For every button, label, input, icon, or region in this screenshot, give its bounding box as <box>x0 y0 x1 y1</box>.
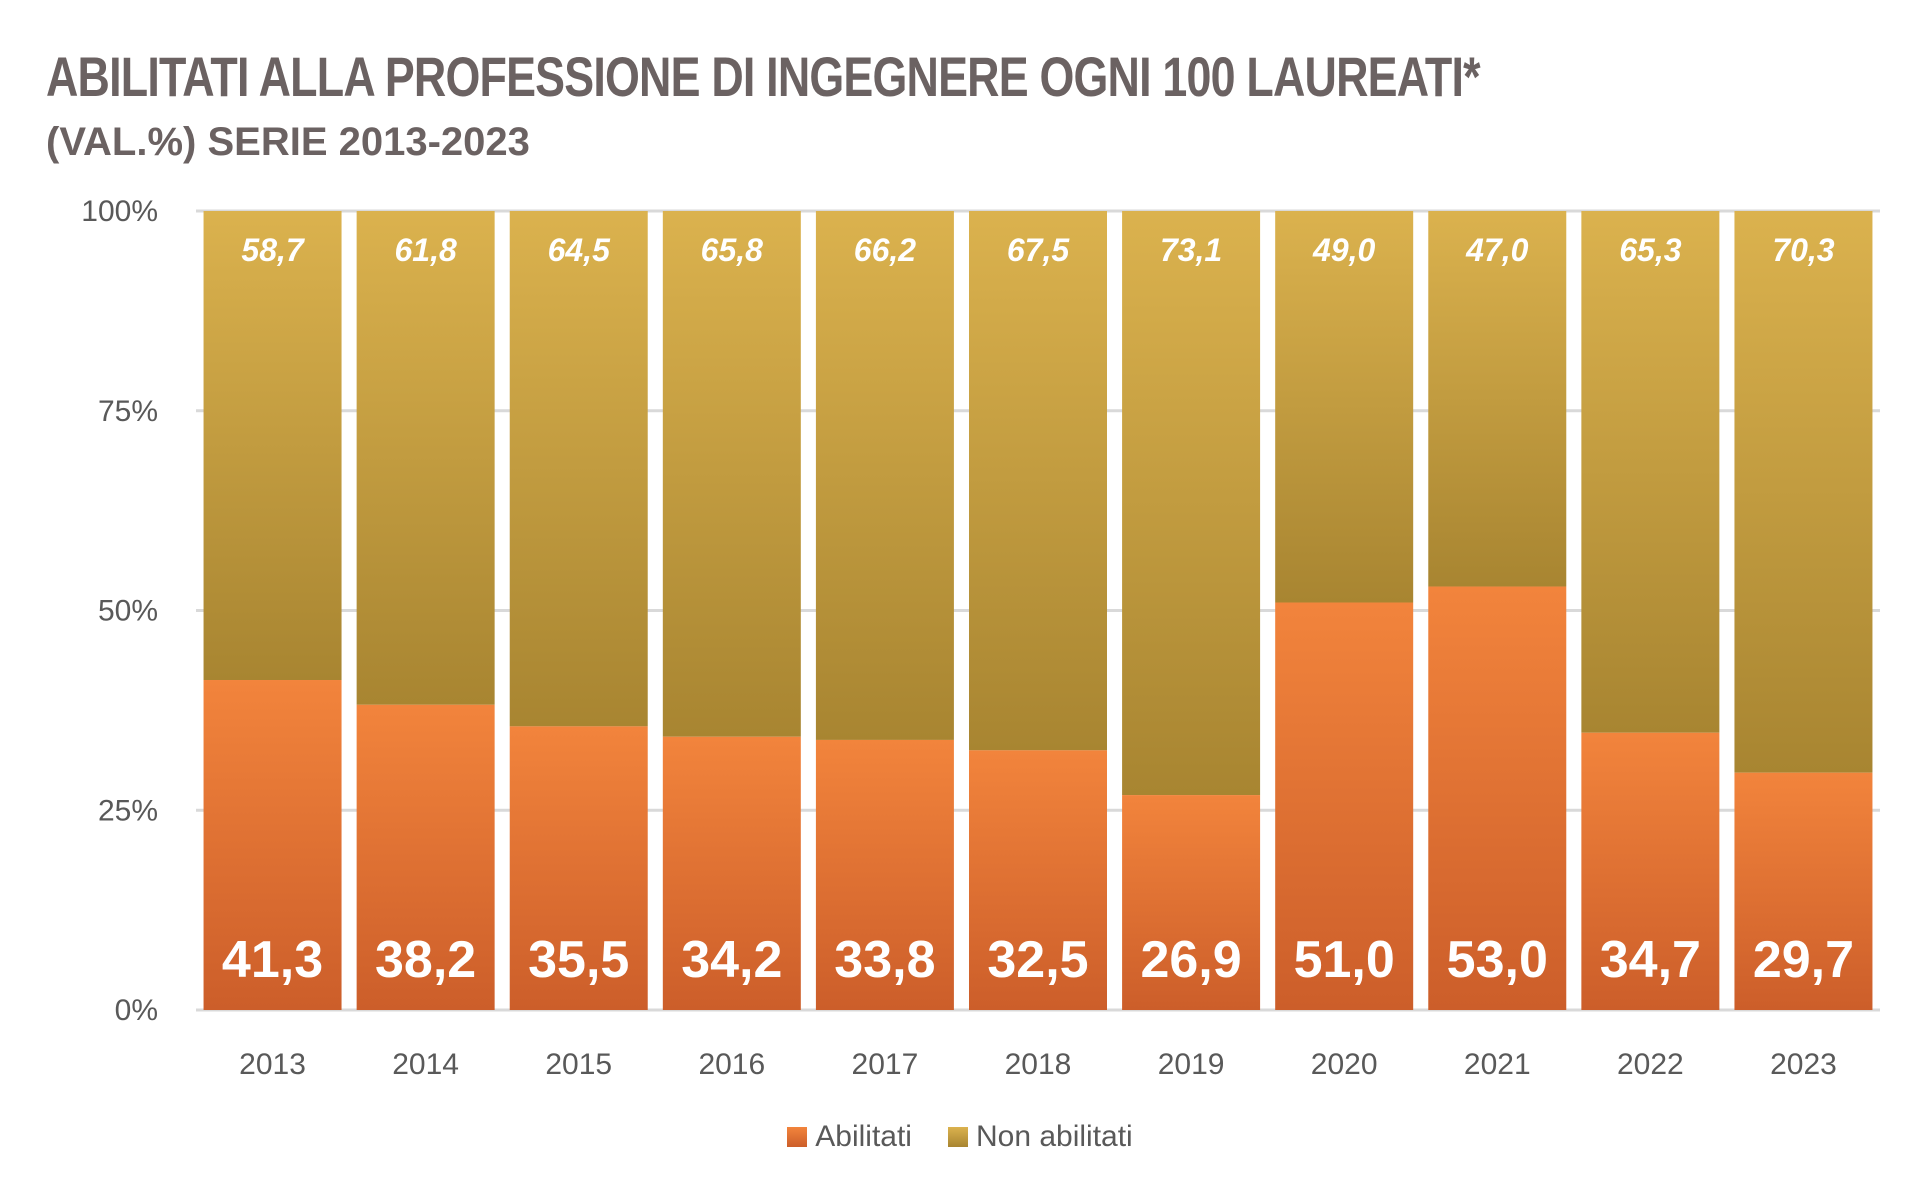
data-label-abilitati: 29,7 <box>1753 931 1854 989</box>
bar-abilitati-2019 <box>1122 795 1261 1010</box>
data-label-non-abilitati: 58,7 <box>241 232 305 268</box>
legend-swatch-abilitati <box>787 1127 808 1147</box>
x-tick-label: 2016 <box>698 1048 765 1081</box>
data-label-non-abilitati: 61,8 <box>394 232 456 268</box>
bar-abilitati-2023 <box>1734 772 1873 1010</box>
bar-non-abilitati-2018 <box>969 211 1107 751</box>
chart-subtitle: (VAL.%) SERIE 2013-2023 <box>46 120 530 164</box>
x-tick-label: 2013 <box>239 1048 306 1081</box>
data-label-non-abilitati: 49,0 <box>1312 232 1375 268</box>
bar-abilitati-2018 <box>969 750 1107 1010</box>
data-label-non-abilitati: 73,1 <box>1160 232 1222 268</box>
y-tick-label: 100% <box>81 195 158 228</box>
x-tick-label: 2023 <box>1770 1048 1837 1081</box>
bars: 58,7 41,3 61,8 38,2 64,5 35,5 65,8 34,2 66,2 33,8… <box>203 211 1873 1010</box>
y-tick-label: 75% <box>98 395 158 428</box>
x-tick-label: 2015 <box>545 1048 612 1081</box>
bar-non-abilitati-2023 <box>1734 211 1873 773</box>
data-label-abilitati: 33,8 <box>834 931 935 989</box>
data-label-abilitati: 41,3 <box>222 931 323 989</box>
data-label-abilitati: 38,2 <box>375 931 476 989</box>
y-tick-label: 0% <box>115 994 158 1027</box>
bar-abilitati-2017 <box>815 739 954 1010</box>
y-tick-label: 25% <box>98 794 158 827</box>
x-tick-label: 2021 <box>1464 1048 1531 1081</box>
data-label-abilitati: 26,9 <box>1140 931 1241 989</box>
bar-non-abilitati-2015 <box>509 211 648 727</box>
data-label-non-abilitati: 67,5 <box>1007 232 1070 268</box>
x-axis-ticks: 2013 2014 2015 2016 2017 2018 2019 2020 2021 2022… <box>239 1048 1837 1081</box>
bar-abilitati-2021 <box>1428 586 1567 1010</box>
data-label-non-abilitati: 70,3 <box>1772 232 1834 268</box>
legend-item-abilitati: Abilitati <box>787 1120 912 1154</box>
x-tick-label: 2014 <box>392 1048 459 1081</box>
bar-abilitati-2016 <box>662 736 801 1010</box>
data-label-non-abilitati: 65,8 <box>701 232 763 268</box>
bar-abilitati-2022 <box>1581 732 1720 1010</box>
bar-non-abilitati-2016 <box>662 211 801 737</box>
bar-non-abilitati-2022 <box>1581 211 1720 733</box>
data-label-non-abilitati: 66,2 <box>854 232 916 268</box>
y-axis-ticks: 0% 25% 50% 75% 100% <box>81 195 158 1027</box>
data-label-abilitati: 32,5 <box>987 931 1088 989</box>
data-label-abilitati: 35,5 <box>528 931 629 989</box>
chart-title: ABILITATI ALLA PROFESSIONE DI INGEGNERE … <box>46 45 1481 108</box>
bar-abilitati-2014 <box>356 704 495 1010</box>
bar-abilitati-2015 <box>509 726 648 1010</box>
x-tick-label: 2017 <box>852 1048 919 1081</box>
data-label-abilitati: 34,7 <box>1600 931 1701 989</box>
x-tick-label: 2019 <box>1158 1048 1225 1081</box>
data-label-abilitati: 51,0 <box>1294 931 1395 989</box>
legend-label-abilitati: Abilitati <box>815 1120 912 1153</box>
bar-non-abilitati-2019 <box>1122 211 1261 796</box>
bar-non-abilitati-2013 <box>203 211 342 681</box>
x-tick-label: 2018 <box>1005 1048 1072 1081</box>
data-label-non-abilitati: 64,5 <box>548 232 611 268</box>
bar-non-abilitati-2020 <box>1275 211 1414 603</box>
bar-non-abilitati-2017 <box>815 211 954 740</box>
data-label-abilitati: 53,0 <box>1447 931 1548 989</box>
data-label-non-abilitati: 65,3 <box>1619 232 1681 268</box>
bar-non-abilitati-2021 <box>1428 211 1567 587</box>
x-tick-label: 2022 <box>1617 1048 1684 1081</box>
legend-label-non-abilitati: Non abilitati <box>975 1120 1133 1153</box>
bar-abilitati-2020 <box>1275 602 1414 1010</box>
data-label-abilitati: 34,2 <box>681 931 782 989</box>
x-tick-label: 2020 <box>1311 1048 1378 1081</box>
bar-non-abilitati-2014 <box>356 211 495 705</box>
data-label-non-abilitati: 47,0 <box>1465 232 1528 268</box>
bar-abilitati-2013 <box>203 680 342 1010</box>
legend-item-non-abilitati: Non abilitati <box>947 1120 1133 1154</box>
legend: Abilitati Non abilitati <box>0 1120 1920 1154</box>
legend-swatch-non-abilitati <box>947 1127 968 1147</box>
y-tick-label: 50% <box>98 595 158 628</box>
